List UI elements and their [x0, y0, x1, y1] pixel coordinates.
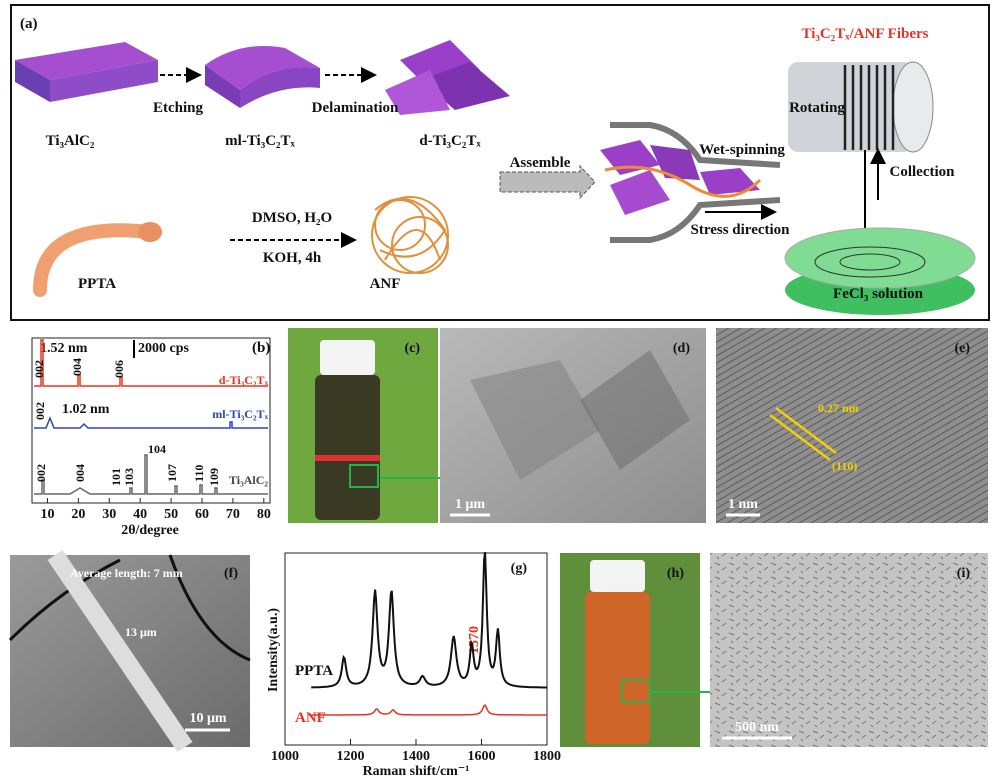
annotation: 0.27 nm [818, 401, 859, 415]
x-tick-label: 1200 [337, 749, 365, 764]
material-label: PPTA [78, 276, 116, 292]
scale-bar-label: 1 nm [728, 497, 758, 512]
peak-label: 107 [165, 464, 179, 482]
peak-label: 101 [109, 468, 123, 486]
x-tick-label: 1000 [271, 749, 299, 764]
x-tick-label: 1400 [402, 749, 430, 764]
material-label: ANF [370, 276, 401, 292]
step-label: DMSO, H₂O [252, 210, 332, 226]
step-label: Assemble [510, 155, 571, 171]
panel-label: (a) [20, 16, 38, 32]
x-tick-label: 10 [40, 507, 54, 522]
x-axis-label: 2θ/degree [121, 523, 179, 538]
scale-label: 2000 cps [138, 341, 190, 356]
trace-label: Ti₃AlC₂ [229, 473, 268, 487]
x-tick-label: 80 [257, 507, 271, 522]
x-axis-label: Raman shift/cm⁻¹ [363, 764, 470, 779]
scale-bar-label: 500 nm [735, 720, 779, 735]
annotation: (110) [832, 459, 857, 473]
peak-label: 104 [148, 442, 166, 456]
spacing-label: 1.52 nm [40, 341, 88, 356]
panel-label: (e) [954, 341, 970, 356]
peak-label: 002 [32, 360, 46, 378]
x-tick-label: 70 [226, 507, 240, 522]
width-label: 13 μm [125, 625, 157, 639]
y-axis-label: Intensity(a.u.) [266, 608, 281, 692]
scale-bar-label: 10 μm [189, 711, 226, 726]
panel-label: (c) [404, 341, 420, 356]
panel-label: (g) [511, 561, 528, 576]
panel-title: Ti₃C₂Tₓ/ANF Fibers [801, 26, 928, 42]
peak-label: 110 [192, 465, 206, 482]
panel-g: (g) Intensity(a.u.) Raman shift/cm⁻¹ PPT… [266, 551, 561, 779]
step-label: Collection [890, 164, 956, 180]
trace-label: ANF [295, 710, 326, 726]
note: Average length: 7 mm [70, 566, 183, 580]
panel-label: (f) [224, 566, 238, 581]
trace-label: PPTA [295, 663, 333, 679]
scale-bar-label: 1 μm [455, 497, 485, 512]
peak-label: 004 [73, 464, 87, 482]
x-tick-label: 1800 [533, 749, 561, 764]
peak-label: 1570 [467, 626, 482, 654]
step-label: Etching [153, 100, 204, 116]
peak-label: 006 [112, 360, 126, 378]
material-label: Ti₃AlC₂ [46, 133, 95, 149]
panel-label: (h) [667, 566, 684, 581]
panel-d: (d) 1 μm [440, 328, 706, 523]
panel-b: (b) 2000 cps 1.52 nm d-Ti₃C₂Tₓ ml-Ti₃C₂T… [31, 337, 271, 538]
panel-h: (h) [560, 553, 732, 747]
step-label: Stress direction [690, 222, 790, 238]
panel-e: 0.27 nm (110) (e) 1 nm [716, 328, 988, 523]
peak-label: 103 [122, 468, 136, 486]
x-tick-label: 40 [133, 507, 147, 522]
peak-label: 002 [33, 402, 47, 420]
panel-i: (i) 500 nm [710, 553, 988, 747]
x-tick-label: 20 [71, 507, 85, 522]
step-label: Rotating [789, 100, 845, 116]
peak-label: 004 [70, 358, 84, 376]
panel-f: Average length: 7 mm (f) 13 μm 10 μm [8, 549, 251, 753]
trace-label: ml-Ti₃C₂Tₓ [212, 407, 268, 421]
spacing-label: 1.02 nm [62, 402, 110, 417]
material-label: d-Ti₃C₂Tₓ [419, 133, 481, 149]
material-label: ml-Ti₃C₂Tₓ [225, 133, 295, 149]
step-label: KOH, 4h [263, 250, 322, 266]
panel-label: (i) [957, 566, 971, 581]
x-tick-label: 30 [102, 507, 116, 522]
x-tick-label: 60 [195, 507, 209, 522]
step-label: Delamination [312, 100, 399, 116]
peak-label: 002 [34, 464, 48, 482]
peak-label: 109 [207, 468, 221, 486]
panel-label: (d) [673, 341, 690, 356]
panel-c: (c) [288, 328, 464, 523]
trace-label: d-Ti₃C₂Tₓ [219, 373, 269, 387]
step-label: Wet-spinning [699, 142, 785, 158]
x-tick-label: 1600 [468, 749, 496, 764]
panel-a: (a) Ti₃C₂Tₓ/ANF Fibers Ti₃AlC₂ ml-Ti₃C₂T… [10, 4, 990, 321]
x-tick-label: 50 [164, 507, 178, 522]
step-label: FeCl₃ solution [833, 286, 924, 302]
panel-label: (b) [252, 340, 270, 356]
